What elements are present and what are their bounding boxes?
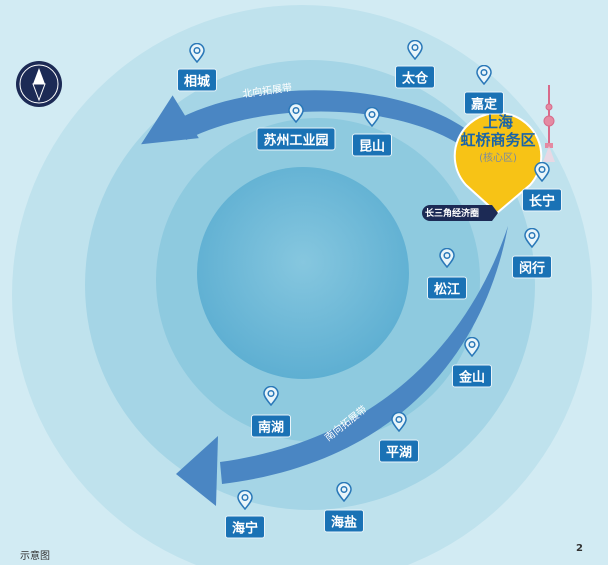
core-label: 上海 虹桥商务区 (核心区) bbox=[456, 113, 540, 164]
place-label: 闵行 bbox=[511, 255, 553, 279]
core-circle bbox=[197, 167, 409, 379]
place-label: 海盐 bbox=[323, 509, 365, 533]
footer-note: 示意图 bbox=[20, 551, 50, 562]
place-label: 长宁 bbox=[521, 188, 563, 212]
place-label: 太仓 bbox=[394, 65, 436, 89]
place-label: 平湖 bbox=[378, 439, 420, 463]
ring-tag-bg bbox=[422, 205, 498, 221]
place-label: 苏州工业园 bbox=[256, 127, 336, 151]
place-label: 相城 bbox=[176, 68, 218, 92]
location-pin-icon bbox=[288, 102, 304, 127]
place-label: 嘉定 bbox=[463, 91, 505, 115]
location-pin-icon bbox=[524, 227, 540, 252]
place-label: 海宁 bbox=[224, 515, 266, 539]
core-line2: 虹桥商务区 bbox=[460, 131, 536, 149]
ring-tag: 长三角经济圈 bbox=[425, 209, 480, 219]
location-pin-icon bbox=[263, 385, 279, 410]
location-pin-icon bbox=[364, 106, 380, 131]
location-pin-icon bbox=[407, 39, 423, 64]
place-label: 松江 bbox=[426, 276, 468, 300]
location-pin-icon bbox=[534, 161, 550, 186]
north-arrow bbox=[141, 90, 470, 146]
tv-tower-icon bbox=[543, 85, 555, 162]
place-label: 金山 bbox=[451, 364, 493, 388]
page-number: 2 bbox=[576, 543, 583, 554]
compass-icon bbox=[16, 61, 62, 107]
location-pin-icon bbox=[391, 411, 407, 436]
location-pin-icon bbox=[237, 489, 253, 514]
place-label: 南湖 bbox=[250, 414, 292, 438]
core-line1: 上海 bbox=[482, 113, 513, 131]
place-label: 昆山 bbox=[351, 133, 393, 157]
location-pin-icon bbox=[439, 247, 455, 272]
location-pin-icon bbox=[336, 481, 352, 506]
location-pin-icon bbox=[464, 336, 480, 361]
south-arrow bbox=[176, 226, 508, 506]
core-sub: (核心区) bbox=[479, 153, 517, 164]
location-pin-icon bbox=[189, 42, 205, 67]
location-pin-icon bbox=[476, 64, 492, 89]
